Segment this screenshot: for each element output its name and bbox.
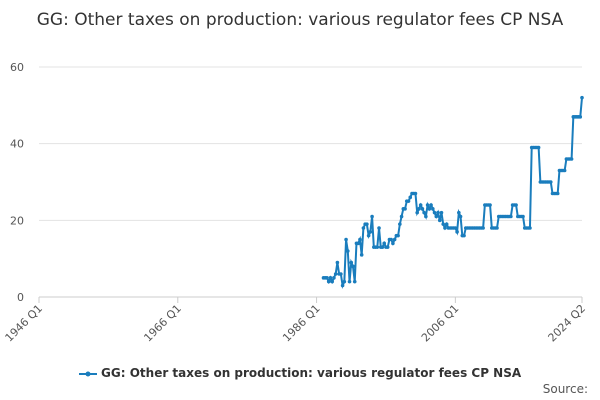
- data-line: [323, 97, 583, 289]
- data-point: [392, 237, 397, 242]
- data-point: [415, 210, 419, 215]
- data-point: [437, 218, 442, 223]
- data-point: [514, 203, 518, 207]
- legend: GG: Other taxes on production: various r…: [0, 366, 600, 380]
- data-point: [380, 245, 385, 249]
- data-point: [347, 279, 352, 284]
- data-point: [444, 222, 449, 226]
- x-tick-label: 1946 Q1: [3, 302, 46, 345]
- data-point: [521, 214, 525, 219]
- data-point: [403, 207, 407, 211]
- data-point: [453, 226, 458, 230]
- data-point: [441, 222, 446, 226]
- data-point: [325, 276, 329, 280]
- data-point: [356, 241, 361, 246]
- data-point: [569, 157, 574, 161]
- data-point: [382, 241, 387, 246]
- data-point: [580, 95, 584, 100]
- data-point: [351, 264, 355, 269]
- data-point: [330, 279, 334, 284]
- data-point: [425, 203, 430, 207]
- data-point: [389, 237, 393, 242]
- data-point: [366, 233, 371, 238]
- data-point: [413, 191, 418, 196]
- legend-symbol: [78, 371, 97, 376]
- x-tick-label: 2006 Q1: [419, 302, 462, 345]
- data-point: [349, 260, 354, 265]
- data-point: [358, 237, 362, 242]
- data-point: [536, 145, 541, 150]
- data-point: [495, 226, 499, 230]
- data-point: [398, 222, 402, 226]
- data-point: [375, 245, 380, 249]
- data-point: [339, 272, 343, 276]
- y-tick-label: 40: [10, 138, 24, 151]
- data-point: [429, 203, 433, 207]
- data-point: [342, 279, 347, 284]
- legend-label: GG: Other taxes on production: various r…: [101, 366, 522, 380]
- data-point: [424, 214, 428, 219]
- data-point: [328, 276, 333, 280]
- data-point: [335, 260, 340, 265]
- data-point: [481, 226, 485, 230]
- data-point: [352, 279, 357, 284]
- data-point: [509, 214, 513, 219]
- data-point: [418, 203, 423, 207]
- data-point: [345, 249, 350, 253]
- y-tick-label: 60: [10, 61, 24, 74]
- data-point: [385, 245, 390, 249]
- data-point: [457, 210, 461, 215]
- data-point: [361, 226, 366, 230]
- data-point: [377, 226, 381, 230]
- data-point: [340, 283, 345, 288]
- data-point: [333, 272, 338, 276]
- data-point: [432, 210, 437, 215]
- data-point: [462, 233, 466, 238]
- data-point: [436, 210, 440, 215]
- data-point: [434, 214, 439, 219]
- data-point: [548, 180, 553, 184]
- data-point: [391, 241, 395, 246]
- data-point: [488, 203, 492, 207]
- data-point: [417, 207, 421, 211]
- y-tick-label: 20: [10, 214, 24, 227]
- data-point: [562, 168, 567, 173]
- data-point: [332, 276, 336, 280]
- data-point: [528, 226, 532, 230]
- data-point: [370, 214, 374, 219]
- data-point: [420, 207, 425, 211]
- data-point: [359, 253, 364, 257]
- data-point: [344, 237, 348, 242]
- data-point: [422, 210, 426, 215]
- data-point: [578, 115, 583, 119]
- data-point: [396, 233, 400, 238]
- x-tick-label: 1966 Q1: [141, 302, 184, 345]
- data-point: [406, 199, 411, 203]
- chart-title: GG: Other taxes on production: various r…: [36, 10, 564, 30]
- data-point: [431, 207, 435, 211]
- data-point: [368, 230, 373, 234]
- data-point: [326, 279, 331, 284]
- y-tick-label: 0: [17, 291, 24, 304]
- data-point: [455, 230, 459, 234]
- source: Source:: [542, 382, 588, 396]
- data-point: [399, 214, 404, 219]
- data-point: [439, 210, 444, 215]
- x-tick-label: 1986 Q1: [280, 302, 323, 345]
- data-point: [443, 226, 447, 230]
- data-point: [458, 214, 463, 219]
- data-point: [427, 207, 432, 211]
- data-point: [408, 195, 413, 200]
- x-tick-label: 2024 Q2: [546, 302, 589, 345]
- data-point: [555, 191, 560, 196]
- data-point: [365, 222, 369, 226]
